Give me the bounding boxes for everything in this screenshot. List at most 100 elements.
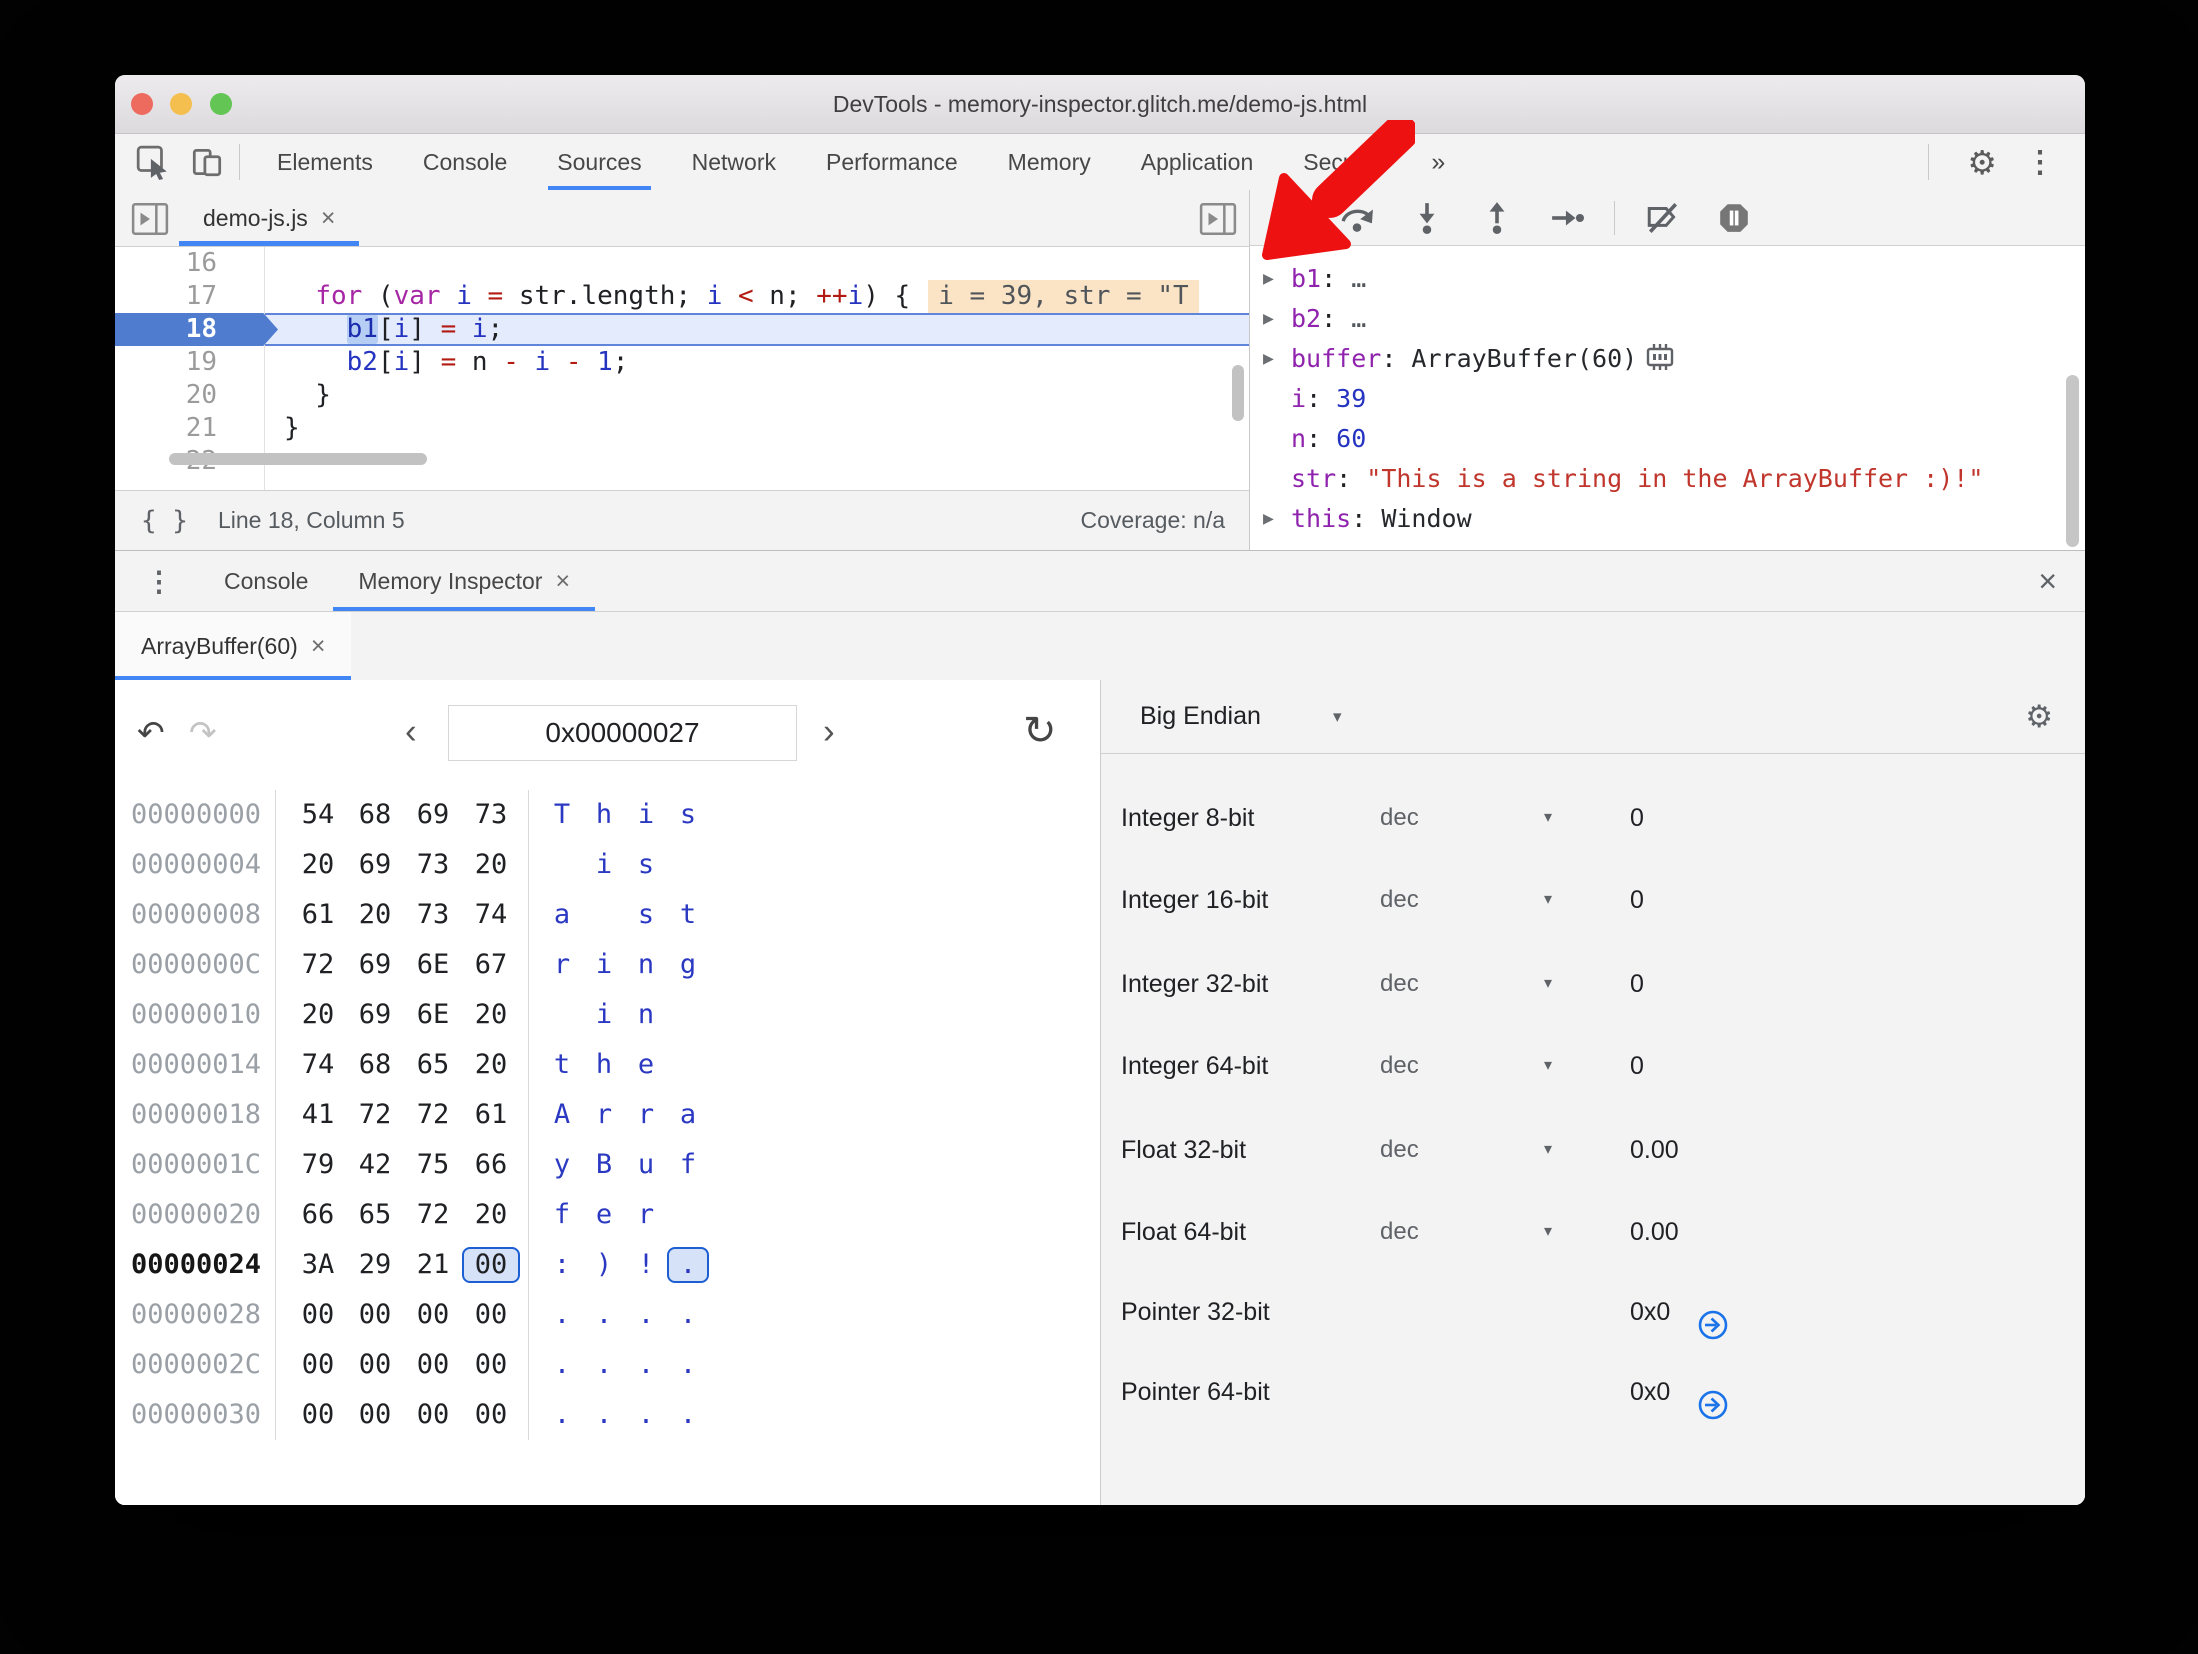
line-number[interactable]: 21 [185,413,217,443]
step-into-icon[interactable] [1410,201,1444,235]
ascii-char[interactable]: r [595,1099,613,1130]
pause-on-exceptions-icon[interactable] [1717,201,1751,235]
scope-entry-n[interactable]: n: 60 [1250,419,2085,459]
hex-byte[interactable]: 00 [474,1399,508,1430]
jump-to-address-icon[interactable] [1697,1376,1729,1458]
memory-chip-icon[interactable] [1643,342,1677,384]
ascii-char[interactable]: . [553,1349,571,1380]
ascii-char[interactable]: i [637,799,655,830]
tab-memory[interactable]: Memory [1007,148,1091,175]
hex-byte[interactable]: 65 [358,1199,392,1230]
scope-entry-str[interactable]: str: "This is a string in the ArrayBuffe… [1250,459,2085,499]
tab-application[interactable]: Application [1140,148,1254,175]
step-over-icon[interactable] [1340,201,1374,235]
pretty-print-icon[interactable]: { } [141,505,188,536]
hex-byte[interactable]: 73 [416,899,450,930]
hex-byte[interactable]: 6E [416,949,450,980]
hex-byte[interactable]: 42 [358,1149,392,1180]
hex-byte[interactable]: 20 [474,999,508,1030]
ascii-char[interactable]: i [595,949,613,980]
expand-triangle-icon[interactable]: ▶ [1263,508,1274,529]
close-icon[interactable]: × [555,566,571,595]
hex-byte[interactable]: 6E [416,999,450,1030]
hex-byte[interactable]: 00 [301,1299,335,1330]
ascii-char[interactable]: i [595,849,613,880]
hex-byte[interactable]: 20 [301,849,335,880]
ascii-char[interactable]: . [595,1299,613,1330]
hex-byte[interactable]: 00 [416,1399,450,1430]
previous-page-icon[interactable]: ‹ [405,712,417,751]
tab-sources[interactable]: Sources [532,135,666,190]
hex-byte[interactable]: 67 [474,949,508,980]
undo-icon[interactable]: ↶ [137,714,165,751]
ascii-char[interactable]: f [553,1199,571,1230]
format-select[interactable]: dec [1380,1052,1419,1079]
format-select[interactable]: dec [1380,886,1419,913]
refresh-icon[interactable]: ↻ [1023,709,1057,753]
ascii-char[interactable]: . [679,1399,697,1430]
tab-elements[interactable]: Elements [277,148,373,175]
arraybuffer-tab[interactable]: ArrayBuffer(60) × [115,612,352,680]
address-input[interactable] [448,705,797,761]
hex-byte[interactable]: 69 [358,849,392,880]
format-select[interactable]: dec [1380,1218,1419,1245]
hex-byte[interactable]: 00 [301,1349,335,1380]
chevron-down-icon[interactable]: ▾ [1544,1141,1553,1158]
hex-byte[interactable]: 00 [358,1399,392,1430]
ascii-char[interactable]: . [637,1299,655,1330]
ascii-char[interactable]: r [637,1099,655,1130]
ascii-char[interactable]: . [679,1299,697,1330]
ascii-char[interactable]: s [679,799,697,830]
hex-byte[interactable]: 61 [474,1099,508,1130]
ascii-char[interactable]: . [553,1299,571,1330]
hex-byte[interactable]: 74 [474,899,508,930]
ascii-char[interactable]: t [679,899,697,930]
ascii-char[interactable]: . [637,1349,655,1380]
ascii-char[interactable]: ! [637,1249,655,1280]
show-debugger-sidebar-icon[interactable] [1199,201,1237,242]
line-number[interactable]: 19 [185,347,217,377]
ascii-char[interactable]: : [553,1249,571,1280]
settings-gear-icon[interactable]: ⚙ [1967,143,1997,181]
hex-byte[interactable]: 41 [301,1099,335,1130]
more-panels-chevron[interactable]: » [1431,147,1446,176]
ascii-char[interactable]: r [637,1199,655,1230]
hex-byte[interactable]: 00 [301,1399,335,1430]
hex-byte[interactable]: 72 [301,949,335,980]
hex-byte[interactable]: 00 [358,1349,392,1380]
next-page-icon[interactable]: › [823,712,835,751]
hex-byte[interactable]: 3A [301,1249,335,1280]
hex-byte[interactable]: 00 [358,1299,392,1330]
ascii-char[interactable]: h [595,799,613,830]
selected-byte[interactable]: 00 [462,1247,520,1283]
ascii-char[interactable]: . [553,1399,571,1430]
expand-triangle-icon[interactable]: ▶ [1263,268,1274,289]
hex-byte[interactable]: 54 [301,799,335,830]
ascii-char[interactable]: T [553,799,571,830]
ascii-char[interactable]: e [595,1199,613,1230]
horizontal-scrollbar[interactable] [169,453,427,465]
show-navigator-icon[interactable] [131,201,169,242]
hex-byte[interactable]: 72 [416,1099,450,1130]
execution-line-badge[interactable]: 18 [115,313,278,346]
deactivate-breakpoints-icon[interactable] [1645,201,1681,235]
ascii-char[interactable]: g [679,949,697,980]
file-tab-demo-js[interactable]: demo-js.js × [179,190,360,246]
hex-byte[interactable]: 69 [358,949,392,980]
tab-console[interactable]: Console [422,148,508,175]
vertical-scrollbar[interactable] [1232,365,1244,421]
drawer-menu-icon[interactable]: ⋮ [145,565,173,597]
chevron-down-icon[interactable]: ▾ [1544,891,1553,908]
scope-entry-i[interactable]: i: 39 [1250,379,2085,419]
ascii-char[interactable]: u [637,1149,655,1180]
ascii-char[interactable]: t [553,1049,571,1080]
hex-byte[interactable]: 72 [416,1199,450,1230]
hex-byte[interactable]: 72 [358,1099,392,1130]
hex-byte[interactable]: 20 [474,1049,508,1080]
hex-byte[interactable]: 00 [416,1349,450,1380]
line-number[interactable]: 16 [185,248,217,278]
hex-byte[interactable]: 73 [416,849,450,880]
drawer-tab-console[interactable]: Console [199,551,333,611]
hex-byte[interactable]: 61 [301,899,335,930]
scope-entry-this[interactable]: ▶ this: Window [1250,499,2085,539]
